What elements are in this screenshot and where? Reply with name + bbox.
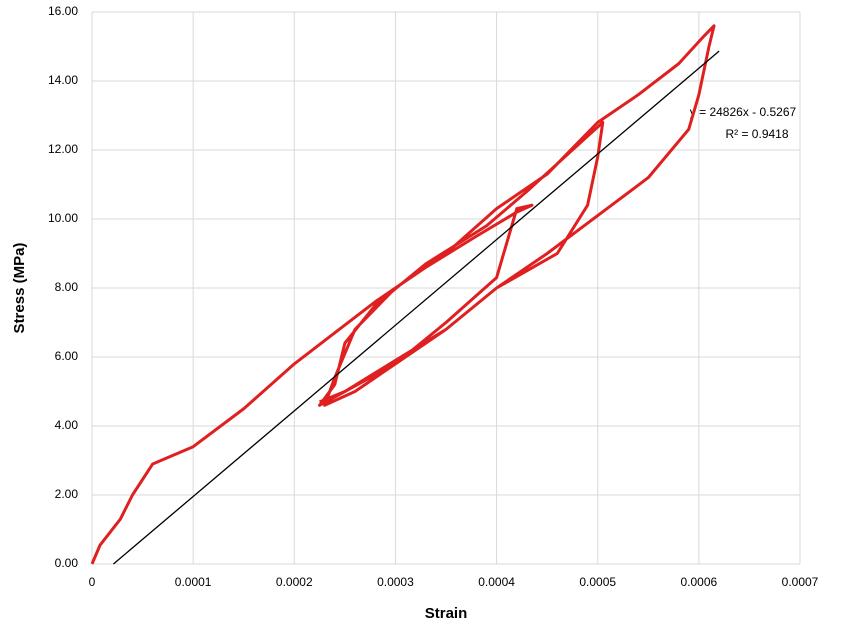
y-axis-title: Stress (MPa) xyxy=(11,243,28,334)
x-tick-label: 0.0002 xyxy=(276,575,313,589)
x-tick-label: 0.0003 xyxy=(377,575,414,589)
x-tick-label: 0.0007 xyxy=(782,575,819,589)
data-line xyxy=(90,24,716,565)
x-tick-label: 0 xyxy=(89,575,96,589)
data-line xyxy=(113,50,720,565)
y-tick-label: 10.00 xyxy=(48,211,78,225)
y-tick-label: 0.00 xyxy=(55,556,79,570)
y-tick-label: 12.00 xyxy=(48,142,78,156)
y-tick-label: 8.00 xyxy=(55,280,79,294)
y-tick-label: 16.00 xyxy=(48,4,78,18)
x-axis-title: Strain xyxy=(425,605,468,622)
y-tick-label: 2.00 xyxy=(55,487,79,501)
x-tick-label: 0.0001 xyxy=(175,575,212,589)
x-tick-label: 0.0004 xyxy=(478,575,515,589)
y-tick-label: 4.00 xyxy=(55,418,79,432)
y-tick-label: 14.00 xyxy=(48,73,78,87)
r-squared: R² = 0.9418 xyxy=(725,127,788,141)
y-tick-label: 6.00 xyxy=(55,349,79,363)
x-tick-label: 0.0005 xyxy=(579,575,616,589)
x-tick-label: 0.0006 xyxy=(681,575,718,589)
trendline-equation: y = 24826x - 0.5267 xyxy=(690,105,797,119)
